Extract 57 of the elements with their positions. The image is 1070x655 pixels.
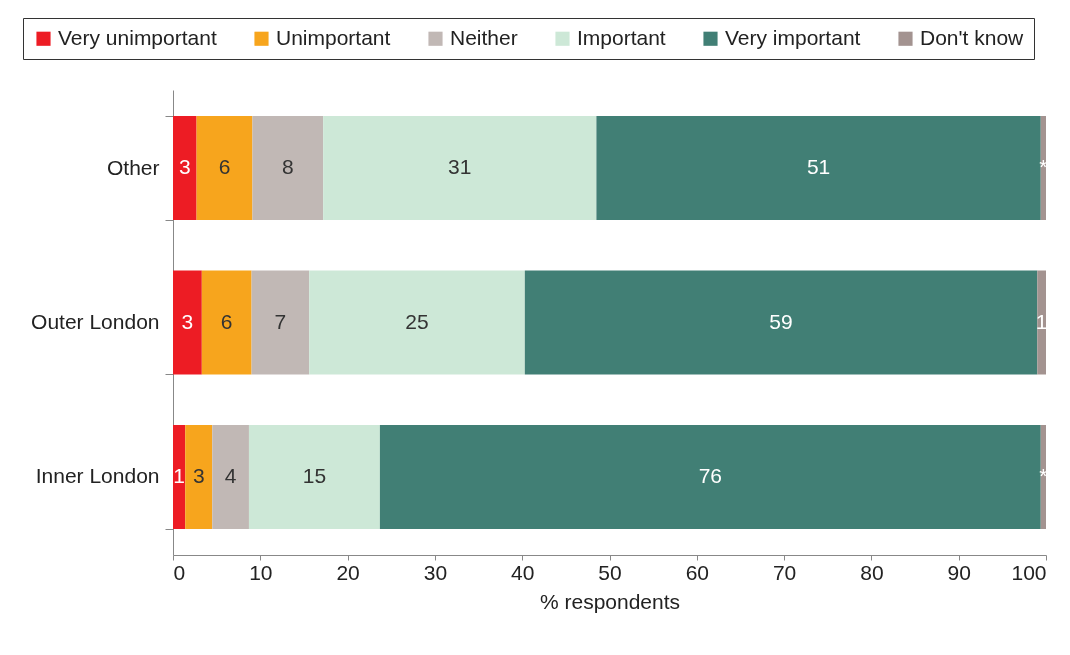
- x-tick-label: 80: [860, 560, 884, 584]
- data-label: 59: [769, 309, 793, 333]
- bar: [251, 270, 310, 375]
- x-tick-label: 90: [947, 560, 971, 584]
- data-label: 6: [220, 309, 233, 333]
- data-label: 1: [1035, 309, 1048, 333]
- legend-label: Unimportant: [276, 25, 391, 49]
- x-tick-label: 30: [423, 560, 448, 584]
- bar: [173, 424, 186, 529]
- data-label: *: [1039, 463, 1048, 487]
- bar: [1040, 116, 1046, 221]
- y-tick-label: Other: [106, 155, 160, 179]
- x-tick-label: 10: [249, 560, 273, 584]
- bar: [524, 270, 1038, 375]
- data-label: 1: [173, 463, 185, 487]
- data-label: 3: [178, 155, 191, 179]
- x-tick-label: 70: [772, 560, 797, 584]
- bar: [1040, 424, 1046, 529]
- x-tick-label: 0: [173, 560, 186, 584]
- data-label: 25: [405, 309, 429, 333]
- bar: [309, 270, 525, 375]
- x-tick-label: 40: [511, 560, 535, 584]
- y-tick-label: Inner London: [35, 464, 160, 488]
- x-tick-label: 50: [598, 560, 622, 584]
- legend-label: Very important: [725, 25, 861, 49]
- bar: [212, 424, 249, 529]
- bar: [379, 424, 1041, 529]
- bar: [173, 116, 197, 221]
- bar: [1037, 270, 1046, 375]
- bar: [596, 116, 1041, 221]
- data-label: 3: [192, 463, 205, 487]
- legend-label: Important: [577, 25, 666, 49]
- x-axis-title: % respondents: [539, 589, 681, 613]
- bar: [252, 116, 324, 221]
- bar: [173, 270, 202, 375]
- legend-label: Very unimportant: [58, 25, 217, 49]
- data-label: 7: [274, 309, 287, 333]
- bar: [196, 116, 253, 221]
- data-label: 4: [224, 463, 237, 487]
- bar: [323, 116, 597, 221]
- data-label: *: [1039, 155, 1048, 179]
- data-label: 76: [698, 463, 723, 487]
- x-tick-label: 20: [336, 560, 360, 584]
- bar: [185, 424, 213, 529]
- bar: [201, 270, 252, 375]
- bar: [248, 424, 380, 529]
- data-label: 15: [302, 463, 327, 487]
- data-label: 31: [448, 155, 472, 179]
- x-tick-label: 60: [685, 560, 709, 584]
- y-tick-label: Outer London: [31, 310, 160, 333]
- legend-label: Neither: [450, 25, 518, 49]
- data-label: 3: [181, 309, 194, 333]
- x-tick-label: 100: [1011, 560, 1047, 584]
- data-label: 6: [218, 155, 231, 179]
- legend-label: Don't know: [920, 25, 1025, 49]
- data-label: 8: [281, 155, 294, 179]
- data-label: 51: [806, 155, 831, 179]
